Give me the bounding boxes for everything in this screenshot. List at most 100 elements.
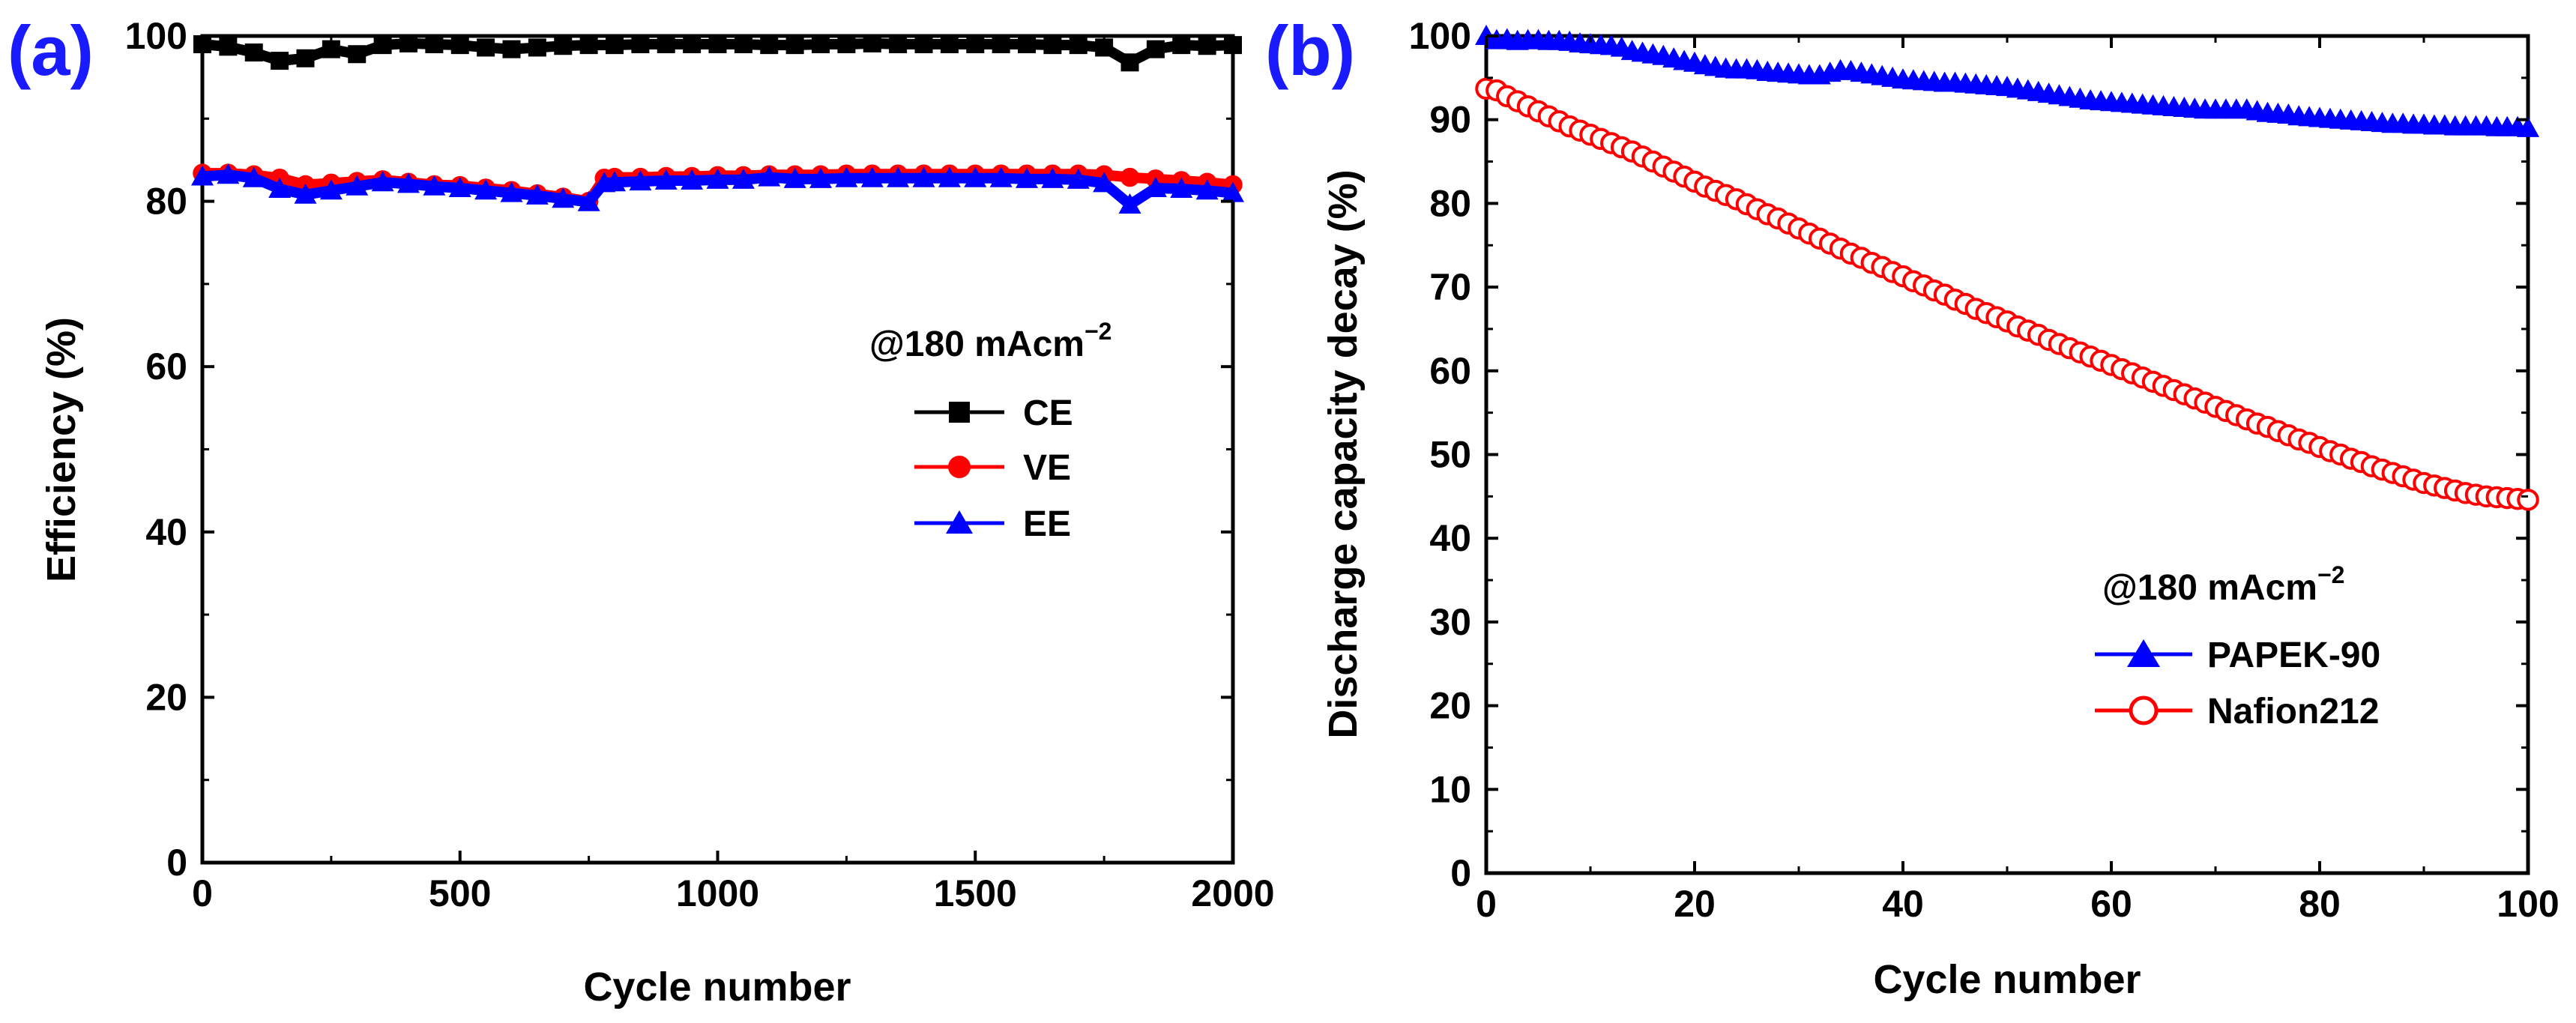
panel-b-y-tick-label: 0 [1450, 852, 1471, 894]
panel-b-legend-title: @180 mAcm−2 [2102, 561, 2344, 608]
panel-a-data-point-ee [1144, 176, 1167, 197]
panel-a-y-tick-label: 40 [145, 511, 187, 553]
panel-a-data-point-ce [579, 36, 598, 55]
panel-b-x-tick-label: 80 [2299, 883, 2341, 925]
panel-b-x-tick-label: 100 [2497, 883, 2559, 925]
panel-a-data-point-ve [1120, 167, 1140, 187]
panel-a-data-point-ee [706, 168, 729, 189]
panel-a-x-tick-label: 2000 [1191, 872, 1274, 914]
panel-b-y-tick-label: 70 [1429, 266, 1471, 308]
panel-a-y-tick-label: 0 [166, 842, 187, 884]
panel-a-x-tick-label: 1000 [676, 872, 759, 914]
panel-a-data-point-ce [1043, 36, 1062, 55]
panel-a-label: (a) [7, 11, 94, 90]
panel-a-data-point-ee [1195, 179, 1219, 200]
panel-a-data-point-ce [1018, 35, 1036, 54]
panel-b-y-tick-label: 50 [1429, 434, 1471, 476]
panel-a-data-point-ee [938, 166, 961, 187]
panel-b-ticks-layer: 0 20 40 60 80 100 0 10 20 30 40 50 60 70 80 90 100 [1409, 15, 2560, 925]
panel-a-data-point-ce [785, 36, 804, 55]
panel-a-data-point-ce [889, 35, 908, 54]
legend-ce-label: CE [1023, 393, 1073, 433]
panel-a-data-point-ee [964, 166, 987, 187]
legend-nafion-marker-circle [2129, 695, 2159, 725]
panel-a-data-point-ce [863, 34, 881, 52]
panel-a-data-point-ce [683, 35, 702, 54]
panel-a-data-point-ce [348, 45, 367, 64]
panel-a-data-point-ee [912, 166, 935, 187]
panel-a-data-point-ee [346, 175, 369, 196]
panel-a-data-point-ee [989, 166, 1013, 187]
panel-a-data-point-ce [940, 35, 959, 54]
panel-a-data-point-ee [887, 166, 910, 187]
panel-b-y-tick-label: 40 [1429, 517, 1471, 559]
panel-a-data-point-ce [812, 35, 830, 54]
panel-b-x-tick-label: 60 [2090, 883, 2132, 925]
panel-a-data-point-ee [1170, 178, 1193, 199]
legend-papek-marker-triangle [2127, 639, 2160, 667]
panel-a-data-point-ce [219, 37, 238, 56]
panel-a-data-point-ce [373, 36, 392, 55]
panel-b-y-tick-label: 100 [1409, 15, 1471, 57]
panel-a-data-point-ee [371, 171, 394, 192]
panel-b-y-tick-label: 10 [1429, 768, 1471, 810]
panel-a-data-point-ce [606, 36, 624, 55]
panel-a-data-point-ce [322, 40, 340, 58]
panel-a-data-point-ee [552, 187, 575, 208]
panel-a-data-point-ce [244, 43, 263, 62]
panel-a-y-tick-label: 100 [125, 15, 187, 57]
panel-a-data-point-ce [271, 52, 289, 70]
panel-a-data-point-ce [734, 35, 752, 54]
panel-a-x-tick-label: 500 [429, 872, 491, 914]
panel-a-data-point-ee [319, 179, 343, 200]
panel-a-data-point-ce [1146, 40, 1165, 58]
panel-a-data-point-ee [1016, 167, 1038, 188]
panel-a-data-point-ee [1222, 181, 1244, 202]
panel-b-data-point-nafion212 [2517, 489, 2539, 511]
panel-b-y-tick-label: 60 [1429, 350, 1471, 392]
panel-b-capacity-chart: (b) 0 20 40 60 80 100 0 10 20 30 40 50 60 70 80 90 100 C… [1265, 11, 2560, 1002]
panel-b-data-point-papek-90 [2517, 116, 2539, 137]
panel-a-data-point-ce [528, 38, 546, 57]
panel-a-data-point-ee [474, 179, 498, 200]
legend-item-nafion212: Nafion212 [2095, 692, 2379, 731]
panel-a-data-point-ee [809, 167, 832, 188]
panel-a-data-point-ce [914, 35, 933, 54]
panel-a-data-point-ee [629, 170, 652, 191]
panel-a-series-ee [191, 163, 1244, 214]
panel-a-data-point-ce [760, 36, 779, 55]
panel-a-data-point-ee [500, 181, 523, 202]
legend-nafion-label: Nafion212 [2207, 692, 2379, 731]
panel-a-data-point-ce [631, 35, 650, 54]
panel-b-series-nafion212 [1475, 77, 2539, 511]
panel-b-y-tick-label: 80 [1429, 182, 1471, 224]
panel-a-data-point-ee [783, 167, 806, 188]
panel-a-x-tick-label: 0 [192, 872, 213, 914]
panel-a-data-point-ee [654, 169, 678, 190]
panel-a-data-point-ee [268, 178, 292, 199]
panel-a-data-point-ce [296, 49, 315, 67]
panel-a-legend-title: @180 mAcm−2 [869, 318, 1111, 364]
legend-item-ve: VE [914, 448, 1071, 488]
legend-ve-label: VE [1023, 448, 1071, 488]
legend-item-ee: EE [914, 504, 1071, 544]
panel-b-label: (b) [1265, 11, 1355, 90]
panel-b-x-tick-label: 40 [1882, 883, 1924, 925]
panel-a-x-axis-title: Cycle number [583, 965, 851, 1010]
panel-a-ticks-layer: 0 500 1000 1500 2000 0 20 40 60 80 100 [125, 15, 1275, 914]
panel-a-data-point-ce [425, 35, 444, 54]
panel-a-data-point-ce [1172, 36, 1191, 55]
panel-a-data-point-ee [577, 190, 600, 211]
panel-a-data-point-ee [681, 169, 704, 190]
panel-a-data-point-ce [657, 35, 675, 54]
panel-a-data-point-ee [191, 165, 214, 186]
panel-a-data-point-ee [1118, 193, 1141, 214]
panel-a-data-point-ce [399, 34, 417, 52]
panel-a-data-point-ce [1069, 36, 1088, 55]
legend-item-ce: CE [914, 393, 1073, 433]
panel-a-data-point-ce [992, 35, 1010, 54]
panel-a-data-point-ee [1067, 168, 1090, 189]
panel-a-data-point-ee [603, 171, 626, 192]
